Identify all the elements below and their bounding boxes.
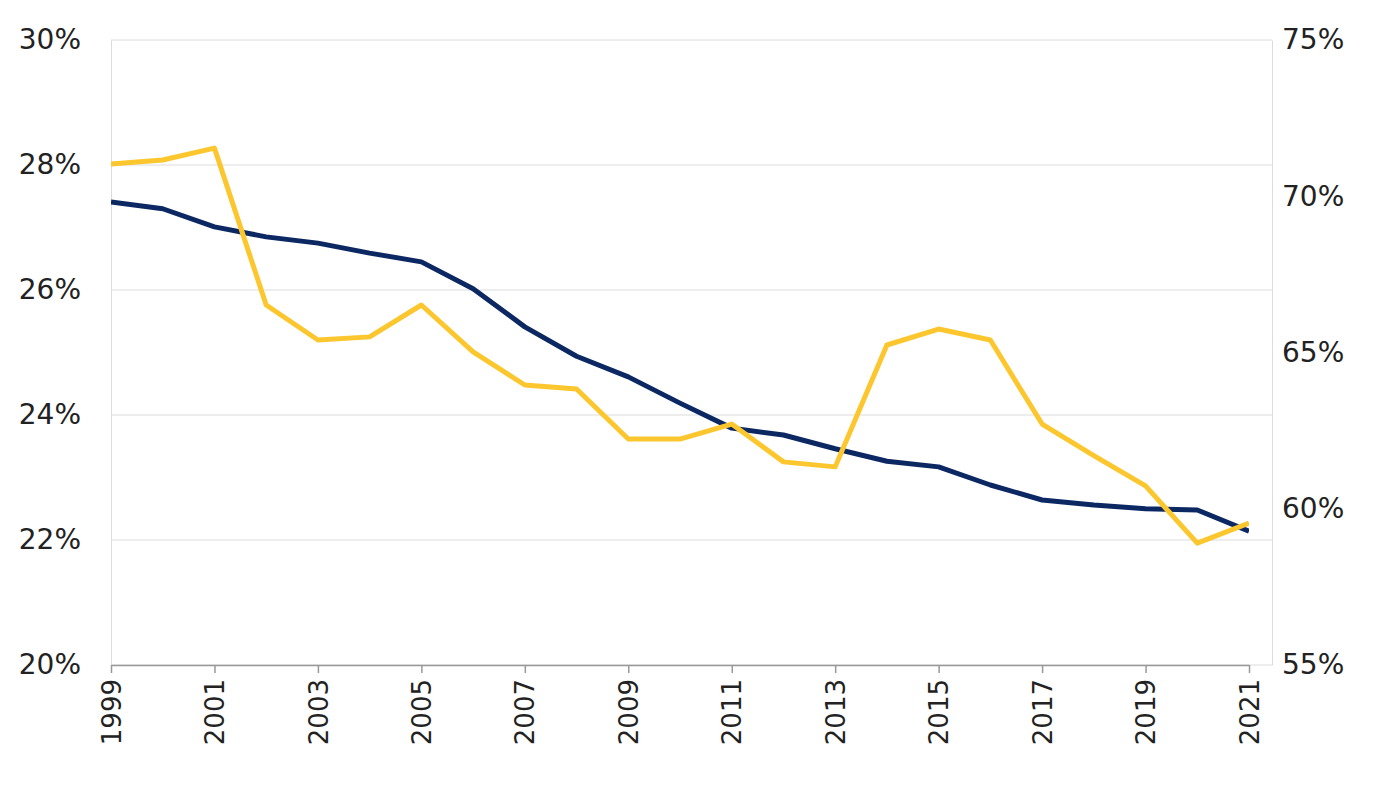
x-tick-mark — [111, 665, 113, 673]
x-tick: 2015 — [924, 665, 954, 745]
x-tick-mark — [1249, 665, 1251, 673]
x-tick-label: 1999 — [97, 679, 127, 745]
y2-tick-label: 75% — [1282, 23, 1344, 56]
x-tick-label: 2017 — [1028, 679, 1058, 745]
grid-line — [111, 40, 1272, 41]
grid-line — [111, 165, 1272, 166]
y-axis: 20% 22% 24% 26% 28% 30% — [19, 23, 112, 681]
x-tick: 2021 — [1235, 665, 1265, 745]
x-tick-mark — [938, 665, 940, 673]
y2-tick-label: 70% — [1282, 180, 1344, 213]
y-tick: 30% — [19, 23, 111, 56]
y2-axis: 55% 60% 65% 70% 75% — [1272, 23, 1344, 681]
chart: 20% 22% 24% 26% 28% 30% 55% 60% 65% 70% 75% 1999 200… — [0, 0, 1380, 800]
x-tick-label: 2019 — [1131, 679, 1161, 745]
x-tick: 1999 — [97, 665, 127, 745]
x-tick-mark — [1042, 665, 1044, 673]
y-tick-label: 24% — [19, 398, 81, 431]
y2-tick-label: 60% — [1282, 492, 1344, 525]
x-tick-label: 2009 — [614, 679, 644, 745]
x-tick-mark — [525, 665, 527, 673]
y-tick: 26% — [19, 273, 111, 306]
y-tick: 28% — [19, 148, 111, 181]
grid — [111, 40, 1272, 665]
x-tick-label: 2005 — [407, 679, 437, 745]
y2-tick: 70% — [1272, 180, 1344, 213]
series-line — [111, 202, 1249, 531]
x-tick-mark — [731, 665, 733, 673]
x-axis: 1999 2001 2003 2005 2007 2009 2011 2013 2015 2017… — [97, 665, 1265, 745]
x-axis-line — [112, 665, 1250, 667]
x-tick-label: 2011 — [717, 679, 747, 745]
grid-line — [111, 665, 1272, 666]
y-tick: 22% — [19, 523, 111, 556]
x-tick: 2009 — [614, 665, 644, 745]
y2-axis-line — [1272, 41, 1273, 666]
x-tick: 2001 — [200, 665, 230, 745]
grid-line — [111, 290, 1272, 291]
x-tick-mark — [318, 665, 320, 673]
y2-tick-label: 65% — [1282, 336, 1344, 369]
y-tick-label: 26% — [19, 273, 81, 306]
x-tick-mark — [628, 665, 630, 673]
x-tick-label: 2007 — [510, 679, 540, 745]
x-tick: 2013 — [821, 665, 851, 745]
x-tick-mark — [835, 665, 837, 673]
y2-tick: 60% — [1272, 492, 1344, 525]
x-tick-label: 2013 — [821, 679, 851, 745]
y2-tick: 65% — [1272, 336, 1344, 369]
x-tick: 2017 — [1028, 665, 1058, 745]
series-line — [111, 148, 1249, 543]
x-tick-label: 2003 — [304, 679, 334, 745]
x-tick: 2005 — [407, 665, 437, 745]
x-tick: 2007 — [510, 665, 540, 745]
x-tick-mark — [1145, 665, 1147, 673]
x-tick-label: 2015 — [924, 679, 954, 745]
y-tick-label: 20% — [19, 648, 81, 681]
y-tick-label: 30% — [19, 23, 81, 56]
y-tick: 24% — [19, 398, 111, 431]
y-tick-label: 28% — [19, 148, 81, 181]
x-tick: 2003 — [304, 665, 334, 745]
y-tick: 20% — [19, 648, 111, 681]
grid-line — [111, 415, 1272, 416]
x-tick-mark — [421, 665, 423, 673]
x-tick-mark — [214, 665, 216, 673]
x-tick: 2019 — [1131, 665, 1161, 745]
y2-tick-label: 55% — [1282, 648, 1344, 681]
grid-line — [111, 540, 1272, 541]
y-axis-line — [111, 41, 112, 666]
y2-tick: 55% — [1272, 648, 1344, 681]
x-tick-label: 2021 — [1235, 679, 1265, 745]
x-tick-label: 2001 — [200, 679, 230, 745]
lines — [111, 148, 1249, 543]
x-tick: 2011 — [717, 665, 747, 745]
y-tick-label: 22% — [19, 523, 81, 556]
y2-tick: 75% — [1272, 23, 1344, 56]
